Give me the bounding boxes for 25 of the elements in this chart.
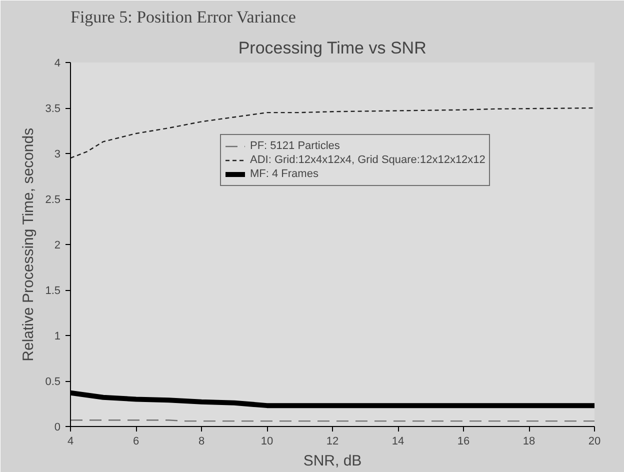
y-tick-label: 1 (54, 330, 61, 342)
y-tick-label: 1.5 (45, 285, 61, 297)
legend-label: ADI: Grid:12x4x12x4, Grid Square:12x12x12x12 (250, 153, 486, 167)
x-tick-label: 4 (67, 436, 74, 448)
x-axis-title: SNR, dB (303, 452, 362, 470)
x-tick-label: 18 (522, 436, 536, 448)
x-tick-label: 10 (260, 436, 274, 448)
y-axis-title: Relative Processing Time, seconds (20, 128, 38, 362)
caption: Figure 5: Position Error Variance (70, 8, 296, 26)
x-tick-label: 6 (132, 436, 140, 448)
y-tick-label: 0 (54, 422, 61, 434)
x-tick-label: 12 (326, 436, 339, 448)
y-tick-label: 3.5 (45, 103, 61, 115)
chart-title: Processing Time vs SNR (238, 38, 426, 58)
x-tick-label: 16 (457, 436, 470, 448)
legend-label: MF: 4 Frames (250, 167, 318, 181)
y-tick-label: 0.5 (45, 376, 61, 388)
x-tick-label: 8 (198, 436, 205, 448)
x-tick-label: 20 (588, 436, 601, 448)
y-tick-label: 4 (54, 58, 61, 70)
legend-label: PF: 5121 Particles (250, 139, 340, 153)
y-tick-label: 3 (54, 148, 61, 160)
y-tick-label: 2.5 (45, 194, 61, 206)
y-tick-label: 2 (54, 240, 61, 252)
x-tick-label: 14 (392, 436, 404, 448)
